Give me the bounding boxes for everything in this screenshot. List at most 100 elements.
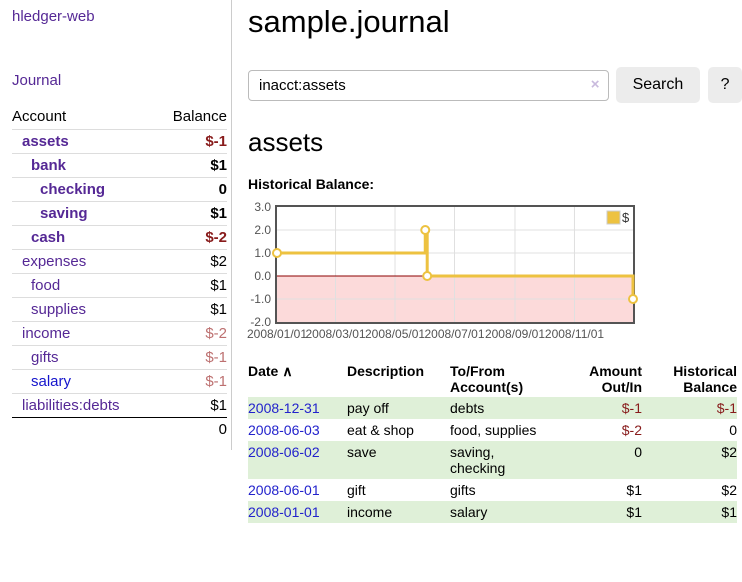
accounts-table: Account Balance assets $-1 bank $1 check… (12, 105, 227, 441)
account-link[interactable]: cash (31, 229, 66, 246)
account-row: income $-2 (12, 321, 227, 346)
accounts-total-row: 0 (12, 417, 227, 441)
search-box: × (248, 69, 609, 101)
svg-text:2008/05/01: 2008/05/01 (365, 327, 425, 341)
register-accounts: salary (450, 504, 488, 520)
account-link[interactable]: income (22, 325, 71, 342)
account-balance: $-2 (154, 321, 227, 346)
account-link[interactable]: bank (31, 157, 67, 174)
search-form: × Search ? (248, 67, 742, 103)
account-link[interactable]: supplies (31, 301, 87, 318)
account-row: expenses $2 (12, 249, 227, 274)
account-row: salary $-1 (12, 369, 227, 394)
accounts-table-body: assets $-1 bank $1 checking 0 saving $1 … (12, 129, 227, 418)
clear-search-icon[interactable]: × (590, 75, 600, 93)
register-table: Date ∧ Description To/From Account(s) Amo… (248, 361, 737, 523)
register-balance: $-1 (716, 400, 737, 416)
account-balance: $1 (154, 153, 227, 178)
account-balance: $1 (154, 393, 227, 418)
svg-text:2008/07/01: 2008/07/01 (424, 327, 484, 341)
register-accounts: saving, checking (450, 444, 506, 476)
register-amount: $-2 (621, 422, 642, 438)
search-button[interactable]: Search (615, 67, 701, 103)
account-link[interactable]: saving (40, 205, 88, 222)
svg-text:2008/11/01: 2008/11/01 (545, 327, 604, 341)
account-row: checking 0 (12, 177, 227, 202)
register-description: save (347, 444, 377, 460)
svg-text:2008/01/01: 2008/01/01 (247, 327, 307, 341)
account-link[interactable]: checking (40, 181, 106, 198)
register-date-link[interactable]: 2008-01-01 (248, 504, 320, 520)
register-header-row: Date ∧ Description To/From Account(s) Amo… (248, 361, 737, 397)
account-balance: $1 (154, 297, 227, 322)
account-row: liabilities:debts $1 (12, 393, 227, 418)
sort-asc-icon: ∧ (282, 363, 293, 379)
svg-text:2008/09/01: 2008/09/01 (485, 327, 545, 341)
register-description: pay off (347, 400, 389, 416)
account-row: saving $1 (12, 201, 227, 226)
account-link[interactable]: assets (22, 133, 69, 150)
register-accounts: debts (450, 400, 485, 416)
account-balance: $1 (154, 273, 227, 298)
account-balance: $-2 (154, 225, 227, 250)
register-date-link[interactable]: 2008-06-02 (248, 444, 320, 460)
register-header-amount: Amount Out/In (589, 363, 642, 395)
account-heading: assets (248, 127, 324, 157)
svg-text:2008/03/01: 2008/03/01 (305, 327, 365, 341)
account-balance: $2 (154, 249, 227, 274)
register-amount: $1 (626, 504, 642, 520)
register-header-description: Description (347, 363, 425, 379)
account-link[interactable]: food (31, 277, 61, 294)
historical-balance-chart: $3.0 2.0 1.0 0.0 -1.0 -2.02008/01/012008/03/0… (247, 200, 638, 341)
svg-text:2.0: 2.0 (254, 223, 271, 237)
account-link[interactable]: expenses (22, 253, 87, 270)
account-row: cash $-2 (12, 225, 227, 250)
register-balance: $2 (721, 482, 737, 498)
register-row: 2008-06-03 eat & shop food, supplies $-2… (248, 419, 737, 441)
svg-text:0.0: 0.0 (254, 269, 271, 283)
register-table-body: 2008-12-31 pay off debts $-1 $-1 2008-06… (248, 397, 737, 523)
register-header-accounts: To/From Account(s) (450, 363, 524, 395)
search-input[interactable] (248, 69, 609, 101)
help-button[interactable]: ? (708, 67, 742, 103)
register-description: income (347, 504, 393, 520)
svg-text:-1.0: -1.0 (250, 292, 271, 306)
register-header-date[interactable]: Date ∧ (248, 363, 293, 379)
account-balance: $1 (154, 201, 227, 226)
account-link[interactable]: liabilities:debts (22, 397, 120, 414)
register-row: 2008-06-01 gift gifts $1 $2 (248, 479, 737, 501)
register-date-link[interactable]: 2008-12-31 (248, 400, 320, 416)
register-amount: 0 (634, 444, 642, 460)
account-balance: 0 (154, 177, 227, 202)
account-row: assets $-1 (12, 129, 227, 154)
main-panel: sample.journal × Search ? assets Histori… (247, 0, 742, 523)
register-accounts: gifts (450, 482, 476, 498)
accounts-total: 0 (154, 417, 227, 441)
register-row: 2008-01-01 income salary $1 $1 (248, 501, 737, 523)
account-row: supplies $1 (12, 297, 227, 322)
svg-text:-2.0: -2.0 (250, 315, 271, 329)
register-accounts: food, supplies (450, 422, 537, 438)
register-amount: $1 (626, 482, 642, 498)
app-title-link[interactable]: hledger-web (12, 8, 95, 25)
account-row: gifts $-1 (12, 345, 227, 370)
register-balance: $2 (721, 444, 737, 460)
register-description: eat & shop (347, 422, 414, 438)
register-date-link[interactable]: 2008-06-01 (248, 482, 320, 498)
account-link[interactable]: salary (31, 373, 72, 390)
account-balance: $-1 (154, 129, 227, 154)
page-title: sample.journal (248, 4, 450, 39)
account-balance: $-1 (154, 369, 227, 394)
account-balance: $-1 (154, 345, 227, 370)
account-link[interactable]: gifts (31, 349, 59, 366)
svg-text:1.0: 1.0 (254, 246, 271, 260)
register-row: 2008-12-31 pay off debts $-1 $-1 (248, 397, 737, 419)
register-date-link[interactable]: 2008-06-03 (248, 422, 320, 438)
register-amount: $-1 (621, 400, 642, 416)
account-row: food $1 (12, 273, 227, 298)
account-row: bank $1 (12, 153, 227, 178)
sidebar: hledger-web Journal Account Balance asse… (0, 0, 232, 450)
register-header-balance: Historical Balance (673, 363, 737, 395)
sidebar-item-journal[interactable]: Journal (12, 72, 62, 89)
register-balance: 0 (729, 422, 737, 438)
